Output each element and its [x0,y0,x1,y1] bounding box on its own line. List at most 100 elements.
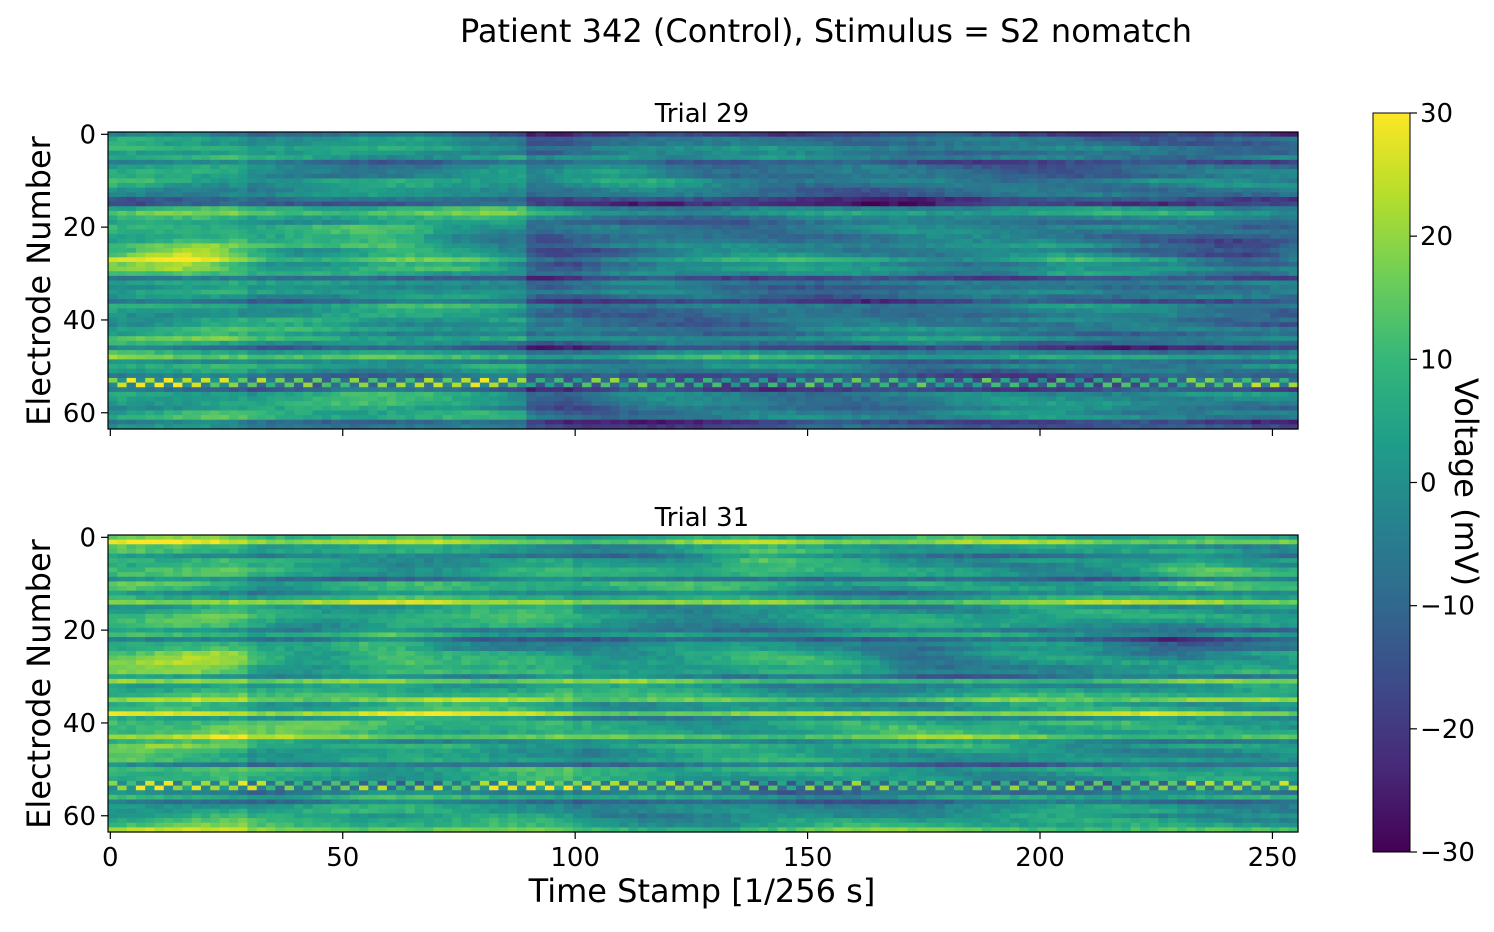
heatmap-cell [665,373,676,379]
heatmap-cell [433,266,444,272]
heatmap-cell [703,345,713,351]
heatmap-cell [535,224,546,231]
heatmap-cell [758,373,769,379]
heatmap-cell [628,415,639,421]
heatmap-cell [479,299,490,305]
heatmap-cell [517,308,527,314]
heatmap-cell [126,373,137,379]
heatmap-cell [740,220,751,226]
heatmap-cell [414,373,425,379]
heatmap-cell [135,145,146,152]
heatmap-cell [693,280,704,286]
heatmap-cell [777,261,788,268]
heatmap-cell [331,243,342,249]
heatmap-cell [451,424,462,430]
heatmap-cell [461,280,472,286]
heatmap-cell [526,220,537,226]
heatmap-cell [582,150,593,156]
heatmap-cell [693,215,704,221]
heatmap-cell [154,224,165,231]
heatmap-cell [266,364,276,370]
heatmap-cell [414,345,425,351]
heatmap-cell [563,164,574,170]
heatmap-cell [414,201,425,207]
heatmap-cell [721,155,732,161]
heatmap-cell [238,173,249,180]
heatmap-cell [517,145,527,152]
heatmap-cell [600,183,611,189]
heatmap-cell [312,285,323,291]
heatmap-cell [442,150,453,156]
heatmap-cell [600,145,611,152]
heatmap-cell [526,145,537,152]
heatmap-cell [786,359,797,365]
heatmap-cell [377,261,388,268]
heatmap-cell [526,405,537,412]
heatmap-cell [498,410,509,416]
heatmap-cell [563,159,574,166]
heatmap-cell [126,210,137,217]
heatmap-cell [535,132,546,138]
heatmap-cell [693,312,704,319]
heatmap-cell [721,345,732,351]
heatmap-cell [126,238,137,244]
heatmap-cell [656,206,667,212]
heatmap-cell [126,155,137,161]
heatmap-cell [293,419,304,425]
heatmap-cell [582,229,593,235]
heatmap-cell [647,248,658,254]
heatmap-cell [656,169,667,175]
heatmap-cell [805,359,816,365]
heatmap-cell [321,345,332,351]
heatmap-cell [126,317,137,323]
heatmap-cell [117,308,128,314]
heatmap-cell [182,340,193,347]
heatmap-cell [703,364,713,370]
heatmap-cell [740,410,751,416]
heatmap-cell [544,220,555,226]
heatmap-cell [647,224,658,231]
heatmap-cell [805,178,816,184]
heatmap-cell [619,210,630,217]
heatmap-cell [600,196,611,203]
heatmap-cell [572,261,583,268]
heatmap-cell [600,317,611,323]
heatmap-cell [228,303,239,309]
heatmap-cell [730,326,741,333]
heatmap-cell [665,396,676,402]
heatmap-cell [303,173,314,180]
heatmap-cell [135,350,146,356]
heatmap-cell [210,285,221,291]
heatmap-cell [619,164,630,170]
heatmap-cell [433,285,444,291]
heatmap-cell [479,354,490,360]
heatmap-cell [405,275,416,282]
heatmap-cell [377,350,388,356]
heatmap-cell [154,280,165,286]
heatmap-cell [823,234,834,240]
heatmap-cell [768,271,778,277]
heatmap-cell [814,196,825,203]
heatmap-cell [582,368,593,374]
heatmap-cell [517,275,527,282]
heatmap-cell [768,150,778,156]
heatmap-cell [200,405,211,412]
heatmap-cell [145,252,156,258]
heatmap-cell [191,424,202,430]
heatmap-cell [628,354,639,360]
heatmap-cell [600,159,611,166]
heatmap-cell [126,405,137,412]
heatmap-cell [210,312,221,319]
heatmap-cell [321,220,332,226]
heatmap-cell [461,368,472,374]
heatmap-cell [619,382,630,388]
heatmap-cell [823,303,834,309]
heatmap-cell [368,405,379,412]
heatmap-cell [173,196,183,203]
heatmap-cell [647,391,658,398]
heatmap-cell [396,132,407,138]
heatmap-cell [275,382,286,388]
heatmap-cell [498,201,509,207]
heatmap-cell [386,354,397,360]
heatmap-cell [544,331,555,337]
